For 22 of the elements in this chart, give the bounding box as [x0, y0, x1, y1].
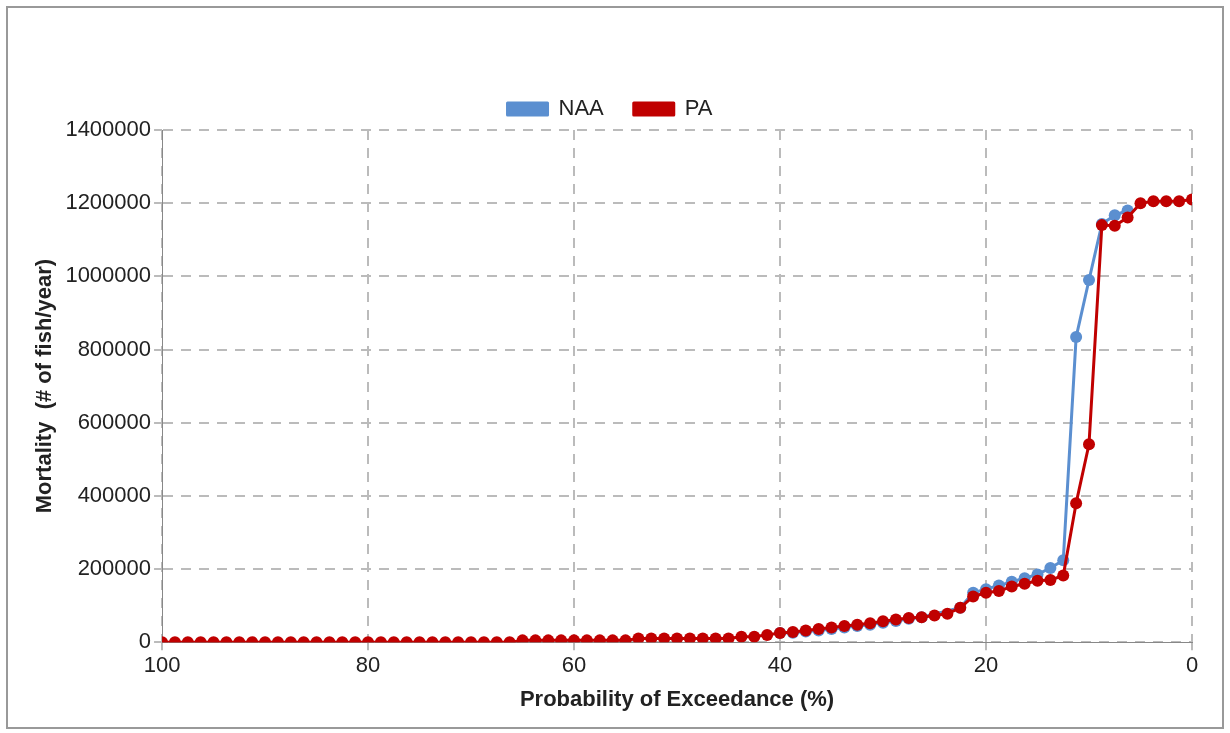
x-axis-title: Probability of Exceedance (%) [519, 685, 835, 711]
y-tick-label: 0 [138, 628, 152, 654]
y-tick-label: 600000 [77, 408, 152, 434]
x-tick-label: 0 [1185, 652, 1199, 678]
point [1070, 331, 1083, 344]
y-tick-label: 1400000 [65, 116, 152, 142]
x-tick-label: 100 [143, 652, 181, 678]
y-tick-label: 400000 [77, 481, 152, 507]
y-axis-title: Mortality (# of fish/year) [31, 258, 57, 514]
y-tick-label: 800000 [77, 335, 152, 361]
legend-label: NAA [558, 95, 605, 121]
x-tick-label: 80 [355, 652, 381, 678]
x-tick-label: 20 [973, 652, 999, 678]
point [1083, 274, 1096, 286]
x-tick-label: 40 [767, 652, 793, 678]
point [1108, 209, 1121, 222]
y-tick-label: 200000 [77, 555, 152, 581]
legend-label: PA [684, 95, 713, 121]
y-tick-label: 1000000 [65, 262, 152, 288]
y-tick-label: 1200000 [65, 189, 152, 215]
x-tick-label: 60 [561, 652, 587, 678]
point [1044, 561, 1057, 574]
